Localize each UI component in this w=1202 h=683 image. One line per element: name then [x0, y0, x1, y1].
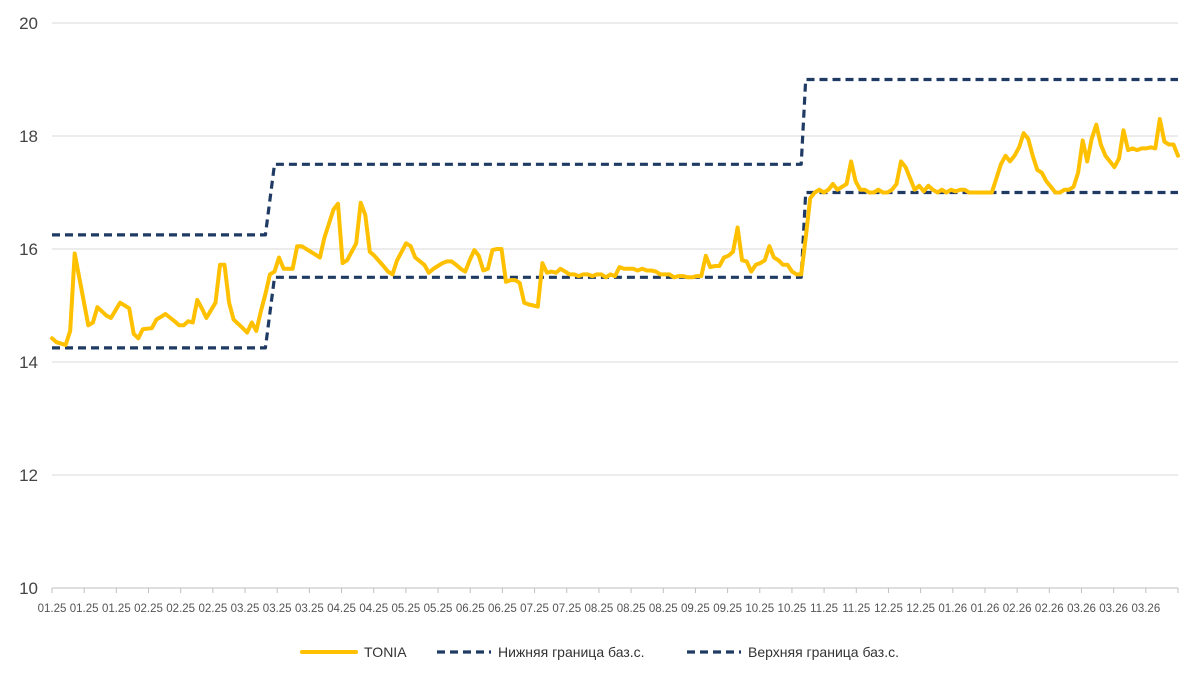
x-tick-label: 02.26: [1003, 603, 1032, 615]
x-tick-label: 01.25: [70, 603, 99, 615]
x-tick-label: 01.26: [938, 603, 967, 615]
x-tick-label: 08.25: [617, 603, 646, 615]
x-tick-label: 02.25: [198, 603, 227, 615]
x-tick-label: 07.25: [520, 603, 549, 615]
x-tick-label: 01.25: [102, 603, 131, 615]
x-tick-label: 01.26: [971, 603, 1000, 615]
x-tick-label: 06.25: [488, 603, 517, 615]
gridlines: [52, 22, 1178, 476]
x-tick-label: 04.25: [359, 603, 388, 615]
x-tick-label: 10.25: [778, 603, 807, 615]
legend: TONIA Нижняя граница баз.с. Верхняя границ…: [300, 644, 899, 660]
x-tick-label: 11.25: [842, 603, 870, 615]
x-tick-label: 09.25: [681, 603, 710, 615]
x-tick-label: 10.25: [745, 603, 774, 615]
legend-label-2: Верхняя граница баз.с.: [748, 644, 899, 660]
x-tick-label: 03.25: [263, 603, 292, 615]
x-tick-label: 05.25: [424, 603, 453, 615]
series-line-0: [50, 117, 1180, 347]
x-tick-label: 02.25: [166, 603, 195, 615]
legend-label-0: TONIA: [364, 644, 407, 660]
x-tick-label: 02.25: [134, 603, 163, 615]
y-tick-label: 20: [19, 14, 38, 33]
series-line-2: [52, 77, 1178, 237]
x-tick-label: 08.25: [585, 603, 614, 615]
x-tick-label: 11.25: [810, 603, 838, 615]
legend-label-1: Нижняя граница баз.с.: [498, 644, 645, 660]
x-tick-label: 06.25: [456, 603, 485, 615]
y-tick-label: 10: [19, 579, 38, 598]
series-line-1: [52, 190, 1178, 350]
series-lines: [50, 77, 1180, 350]
x-tick-label: 12.25: [874, 603, 903, 615]
x-tick-label: 03.26: [1131, 603, 1160, 615]
x-tick-label: 03.26: [1067, 603, 1096, 615]
x-tick-label: 02.26: [1035, 603, 1064, 615]
x-tick-label: 08.25: [649, 603, 678, 615]
x-tick-label: 09.25: [713, 603, 742, 615]
x-tick-label: 03.26: [1099, 603, 1128, 615]
y-axis-tick-labels: 10 12 14 16 18 20: [19, 14, 38, 598]
x-axis: 01.25 01.25 01.25 02.25 02.25 02.25 03.25 03.25…: [38, 587, 1179, 615]
x-tick-label: 05.25: [391, 603, 420, 615]
x-tick-label: 07.25: [552, 603, 581, 615]
x-tick-label: 03.25: [231, 603, 260, 615]
y-tick-label: 14: [19, 353, 38, 372]
y-tick-label: 16: [19, 240, 38, 259]
x-tick-label: 12.25: [906, 603, 935, 615]
y-tick-label: 12: [19, 466, 38, 485]
x-tick-label: 03.25: [295, 603, 324, 615]
x-tick-label: 04.25: [327, 603, 356, 615]
y-tick-label: 18: [19, 127, 38, 146]
x-tick-label: 01.25: [38, 603, 67, 615]
